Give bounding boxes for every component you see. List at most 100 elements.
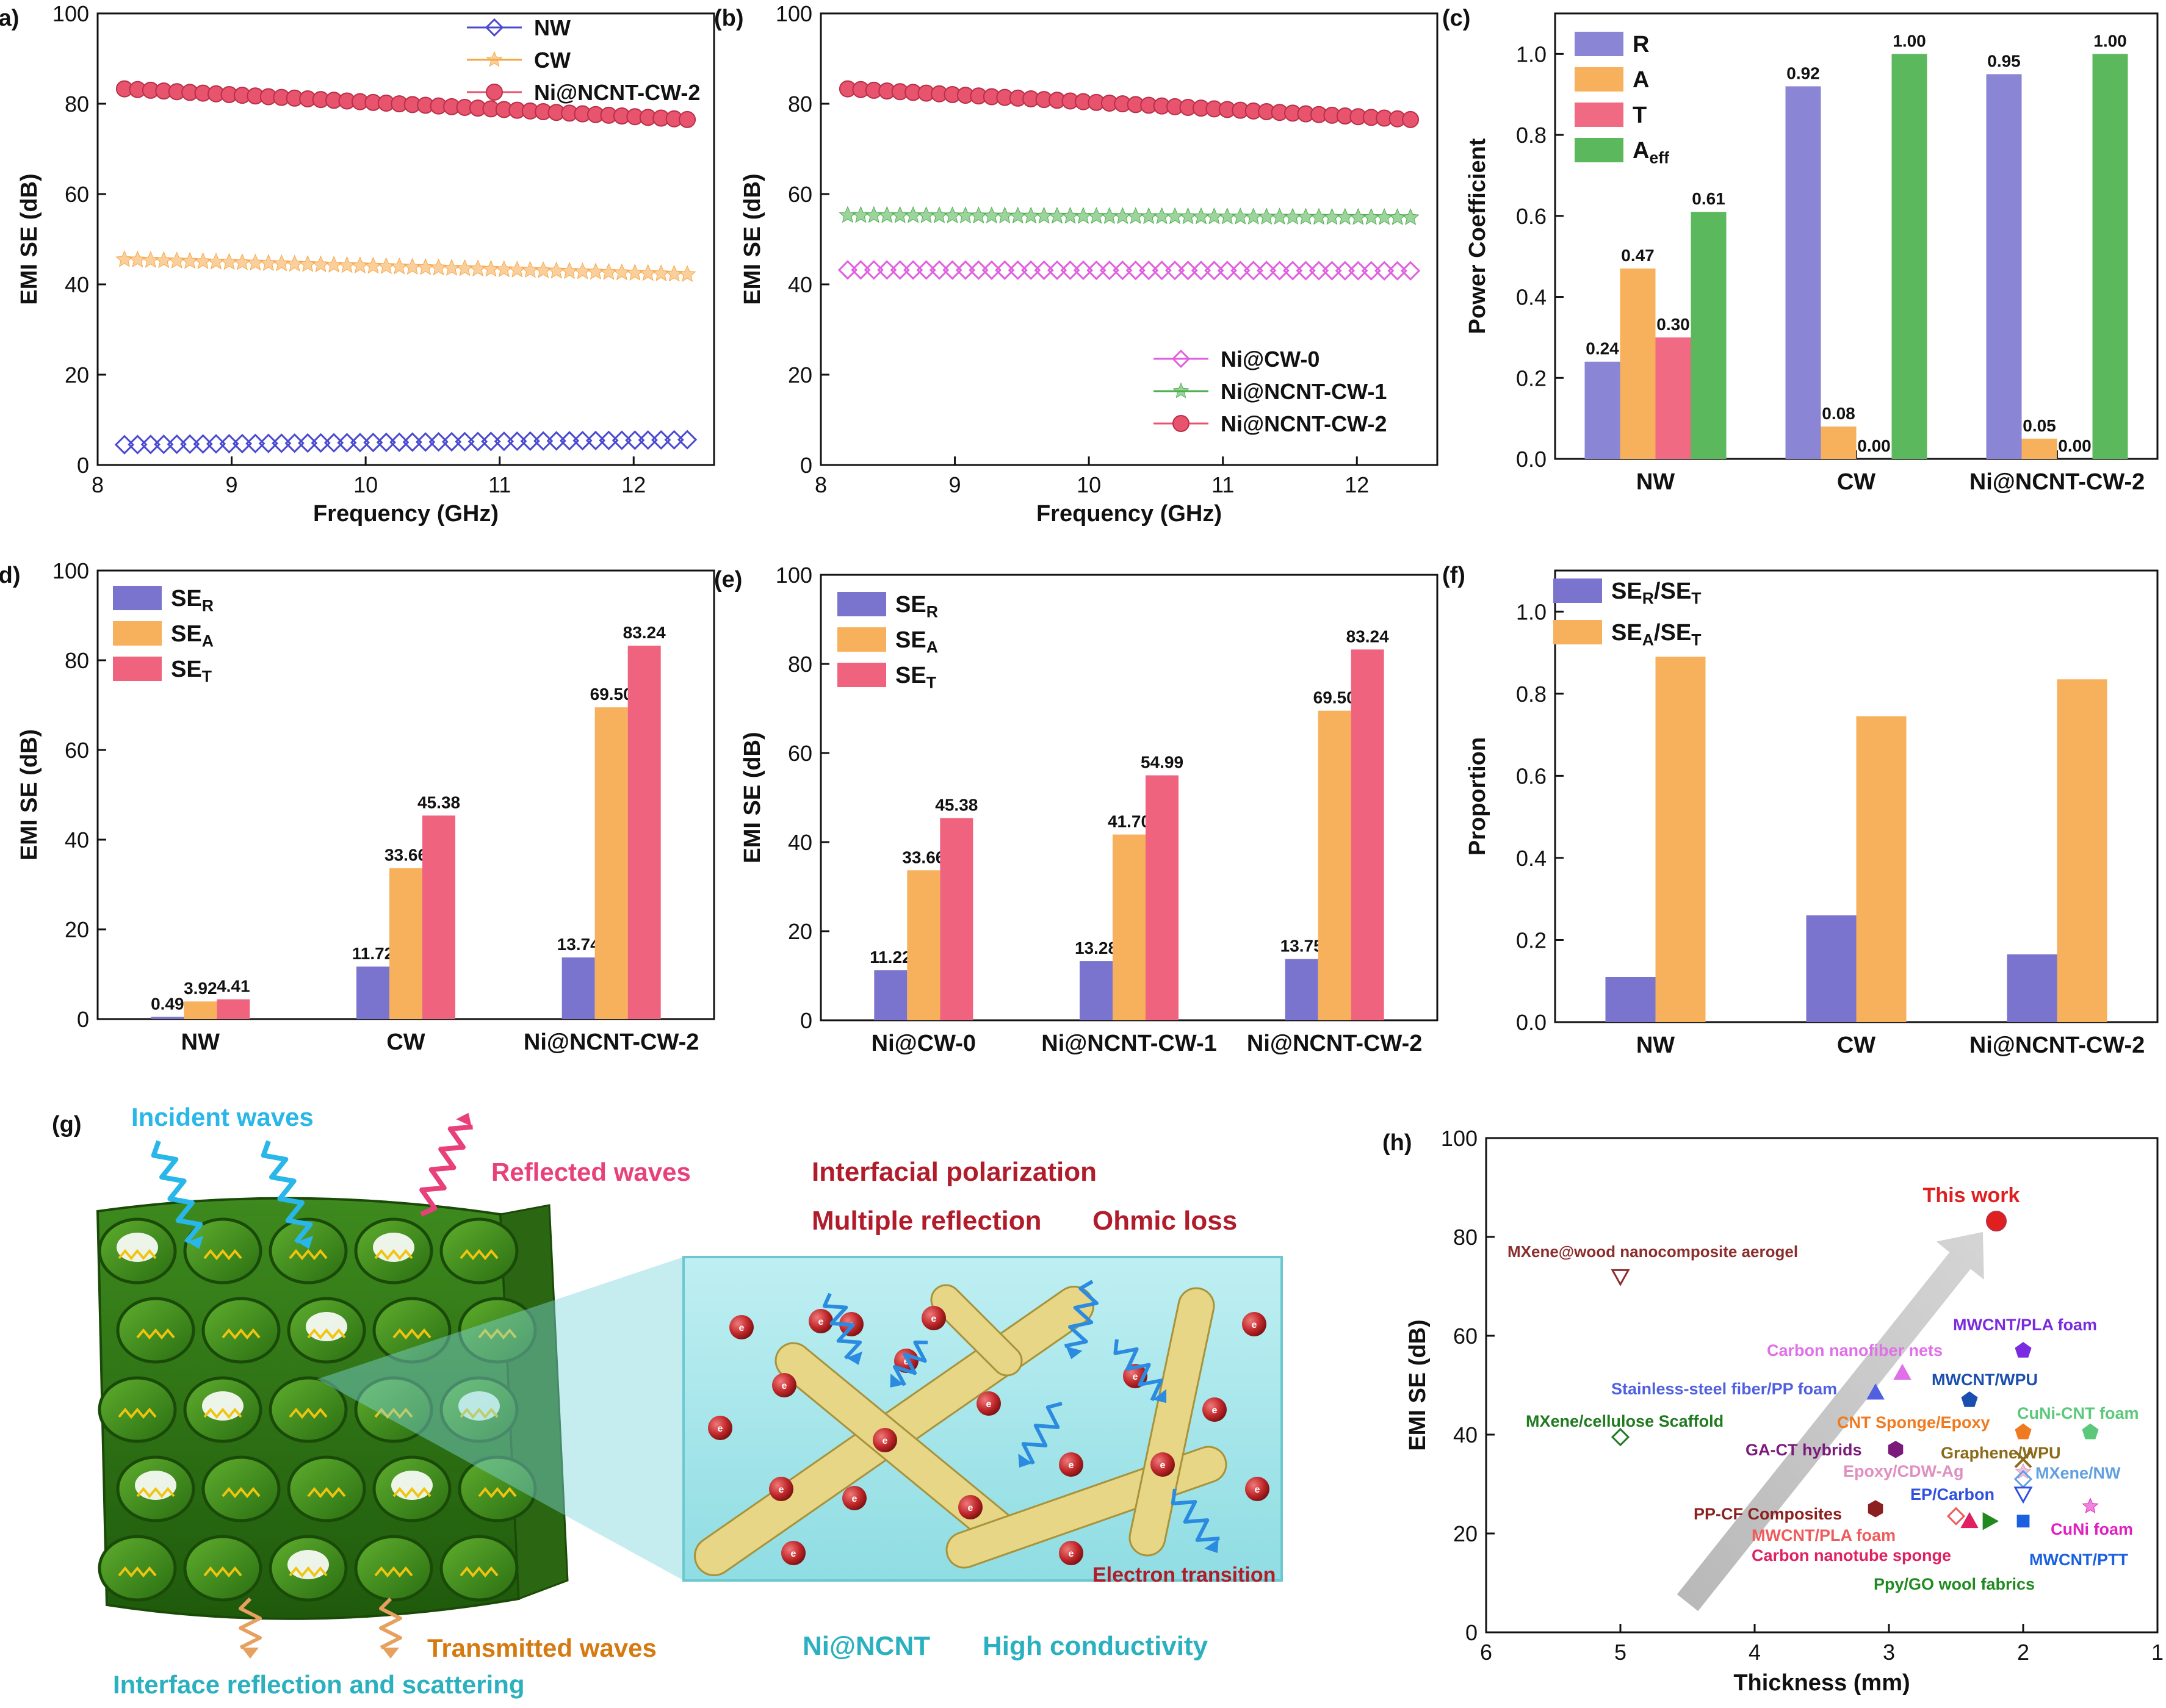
bar-value-label: 0.95 <box>1987 52 2021 71</box>
data-point <box>1218 207 1236 225</box>
electron-ball: e <box>1059 1452 1083 1477</box>
data-point <box>298 254 317 272</box>
category-label: Ni@CW-0 <box>872 1031 976 1056</box>
bar <box>356 966 389 1019</box>
data-point <box>323 433 344 453</box>
electron-symbol: e <box>1069 1549 1074 1559</box>
electron-sphere <box>809 1309 833 1333</box>
absorbed-wave <box>222 1486 261 1499</box>
foam-cell <box>116 1455 195 1522</box>
legend-text-part: A <box>202 632 214 650</box>
electron-ball: e <box>1202 1397 1227 1422</box>
data-point <box>587 262 605 280</box>
data-point <box>402 432 422 452</box>
data-point <box>547 261 566 279</box>
data-point-label: CuNi-CNT foam <box>2017 1404 2139 1422</box>
data-point <box>272 254 291 272</box>
y-tick-label: 40 <box>788 272 812 297</box>
cell-pore <box>391 1471 433 1500</box>
x-axis-label: Thickness (mm) <box>1733 1670 1910 1696</box>
y-tick-label: 60 <box>1453 1324 1478 1349</box>
bar <box>907 870 940 1020</box>
data-point <box>1387 261 1407 281</box>
data-point-marker <box>2082 1423 2099 1440</box>
absorbed-wave <box>392 1486 431 1499</box>
data-point-marker <box>2015 1342 2032 1358</box>
data-point <box>1021 260 1041 280</box>
transmitted-wave <box>379 1597 402 1659</box>
data-point <box>1296 207 1315 225</box>
data-point-marker <box>2015 1423 2032 1440</box>
electron-symbol: e <box>1069 1460 1074 1471</box>
data-point <box>1217 261 1237 281</box>
data-point <box>521 261 540 278</box>
panel-a: (a) 0 20 40 60 80 100 EMI SE (dB) 8 9 10 11 12 Freque… <box>0 1 715 527</box>
data-point <box>572 430 593 451</box>
y-tick-label: 20 <box>788 362 812 387</box>
data-point-carbon-nanofiber-nets: Carbon nanofiber nets <box>1767 1341 1943 1380</box>
panel-e: (e) 0 20 40 60 80 100 EMI SE (dB) Ni@CW-0 11.22 33… <box>714 563 1439 1056</box>
data-point <box>677 430 698 450</box>
bar-value-label: 0.00 <box>1857 436 1891 455</box>
data-point <box>140 434 161 455</box>
bar <box>1785 86 1821 459</box>
legend-text-part: SE <box>895 663 926 688</box>
data-point <box>1035 206 1053 224</box>
y-tick-label: 40 <box>65 827 89 852</box>
absorbed-wave <box>118 1407 157 1419</box>
legend-text-part: A <box>1633 138 1649 164</box>
electron-symbol: e <box>904 1357 909 1367</box>
category-label: CW <box>1837 469 1875 495</box>
bar <box>1691 212 1727 459</box>
legend-text: NW <box>534 15 571 40</box>
x-tick-label: 3 <box>1883 1640 1895 1665</box>
data-point <box>1374 261 1395 281</box>
data-point <box>168 251 186 268</box>
bar <box>627 646 661 1019</box>
data-point-label: MWCNT/PLA foam <box>1752 1526 1896 1544</box>
y-tick-label: 0.6 <box>1516 204 1547 229</box>
wave-path <box>1171 1488 1220 1542</box>
zoom-wave <box>1064 1280 1099 1360</box>
legend-text: Ni@NCNT-CW-2 <box>534 80 700 105</box>
y-tick-label: 0.2 <box>1516 928 1547 953</box>
y-tick-label: 0 <box>77 453 89 478</box>
panel-c: (c) 0.0 0.2 0.4 0.6 0.8 1.0 Power Coefficient NW… <box>1442 5 2159 495</box>
y-tick-label: 0.0 <box>1516 447 1547 472</box>
electron-symbol: e <box>883 1436 888 1446</box>
panel-g-label: (g) <box>52 1112 82 1137</box>
bar-value-label: 1.00 <box>2093 31 2127 50</box>
data-point-graphene-wpu: Graphene/WPU <box>1941 1444 2061 1468</box>
bar <box>217 999 250 1019</box>
y-tick-label: 0 <box>800 1008 812 1033</box>
bar-value-label: 0.30 <box>1656 315 1690 334</box>
y-tick-label: 40 <box>788 830 812 855</box>
data-point <box>1125 260 1146 281</box>
reflected-wave <box>419 1112 473 1217</box>
data-point <box>638 430 658 450</box>
y-tick-label: 0.8 <box>1516 123 1547 148</box>
legend: NW CW Ni@NCNT-CW-2 <box>467 15 700 105</box>
bar-value-label: 4.41 <box>217 977 250 996</box>
bar <box>2092 54 2128 459</box>
bar-value-label: 0.05 <box>2023 416 2056 435</box>
category-label: Ni@NCNT-CW-1 <box>1041 1031 1217 1056</box>
bar <box>1146 775 1179 1020</box>
bar-value-label: 13.28 <box>1075 939 1117 957</box>
x-tick-label: 8 <box>815 472 827 497</box>
data-point <box>903 260 923 280</box>
category-label: CW <box>1837 1032 1875 1058</box>
data-point <box>1127 207 1145 225</box>
data-point-marker <box>1888 1441 1904 1458</box>
y-tick-label: 0.6 <box>1516 763 1547 788</box>
data-point <box>428 432 449 452</box>
y-tick-label: 0.2 <box>1516 366 1547 391</box>
legend-text-part: R <box>202 596 214 614</box>
multiple-reflection-label: Multiple reflection <box>812 1206 1041 1236</box>
data-point <box>467 431 488 452</box>
absorbed-wave <box>374 1407 413 1419</box>
trend-arrow <box>1677 1231 1984 1612</box>
wave-path <box>239 1597 262 1649</box>
